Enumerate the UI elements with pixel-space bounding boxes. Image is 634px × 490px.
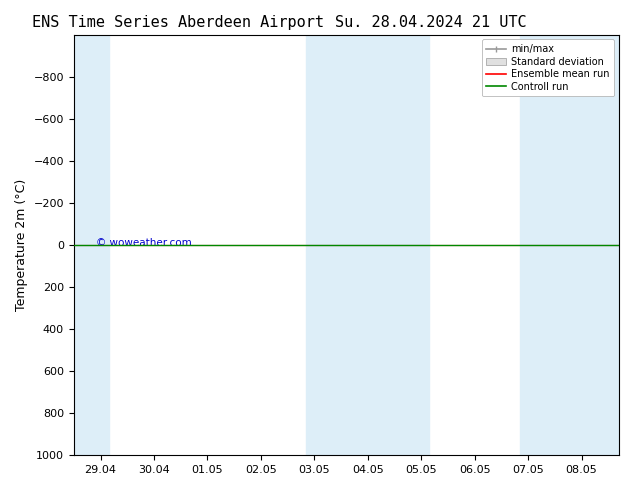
Text: Su. 28.04.2024 21 UTC: Su. 28.04.2024 21 UTC — [335, 15, 527, 30]
Text: © woweather.com: © woweather.com — [96, 238, 191, 248]
Bar — [74, 35, 108, 455]
Bar — [306, 35, 429, 455]
Legend: min/max, Standard deviation, Ensemble mean run, Controll run: min/max, Standard deviation, Ensemble me… — [482, 40, 614, 97]
Y-axis label: Temperature 2m (°C): Temperature 2m (°C) — [15, 179, 28, 311]
Text: ENS Time Series Aberdeen Airport: ENS Time Series Aberdeen Airport — [32, 15, 323, 30]
Bar — [520, 35, 619, 455]
